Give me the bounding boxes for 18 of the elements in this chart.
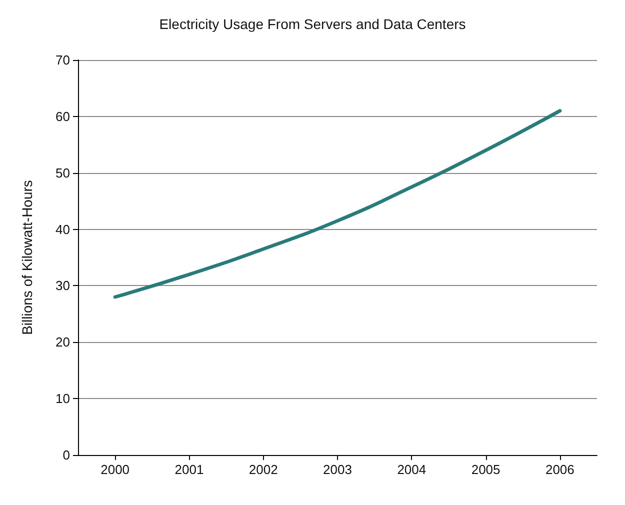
- y-tick-label: 20: [56, 334, 70, 350]
- line-series: [113, 109, 562, 299]
- x-tick-label: 2005: [471, 462, 500, 477]
- x-tick-label: 2004: [397, 462, 426, 477]
- x-tick-label: 2001: [174, 462, 204, 477]
- y-tick-label: 10: [56, 391, 70, 406]
- y-tick-label: 40: [56, 222, 70, 237]
- x-tick-label: 2000: [100, 462, 130, 477]
- y-tick-label: 50: [56, 165, 70, 180]
- y-tick-label: 0: [62, 448, 70, 462]
- x-tick-label: 2003: [323, 462, 352, 477]
- y-tick-label: 30: [56, 278, 70, 294]
- x-tick-label: 2006: [545, 462, 574, 477]
- x-tick-label: 2002: [248, 462, 278, 477]
- y-axis-title: Billions of Kilowatt-Hours: [19, 180, 35, 335]
- y-tick-label: 70: [56, 52, 70, 68]
- y-tick-label: 60: [56, 108, 70, 124]
- chart-title: Electricity Usage From Servers and Data Centers: [159, 16, 466, 32]
